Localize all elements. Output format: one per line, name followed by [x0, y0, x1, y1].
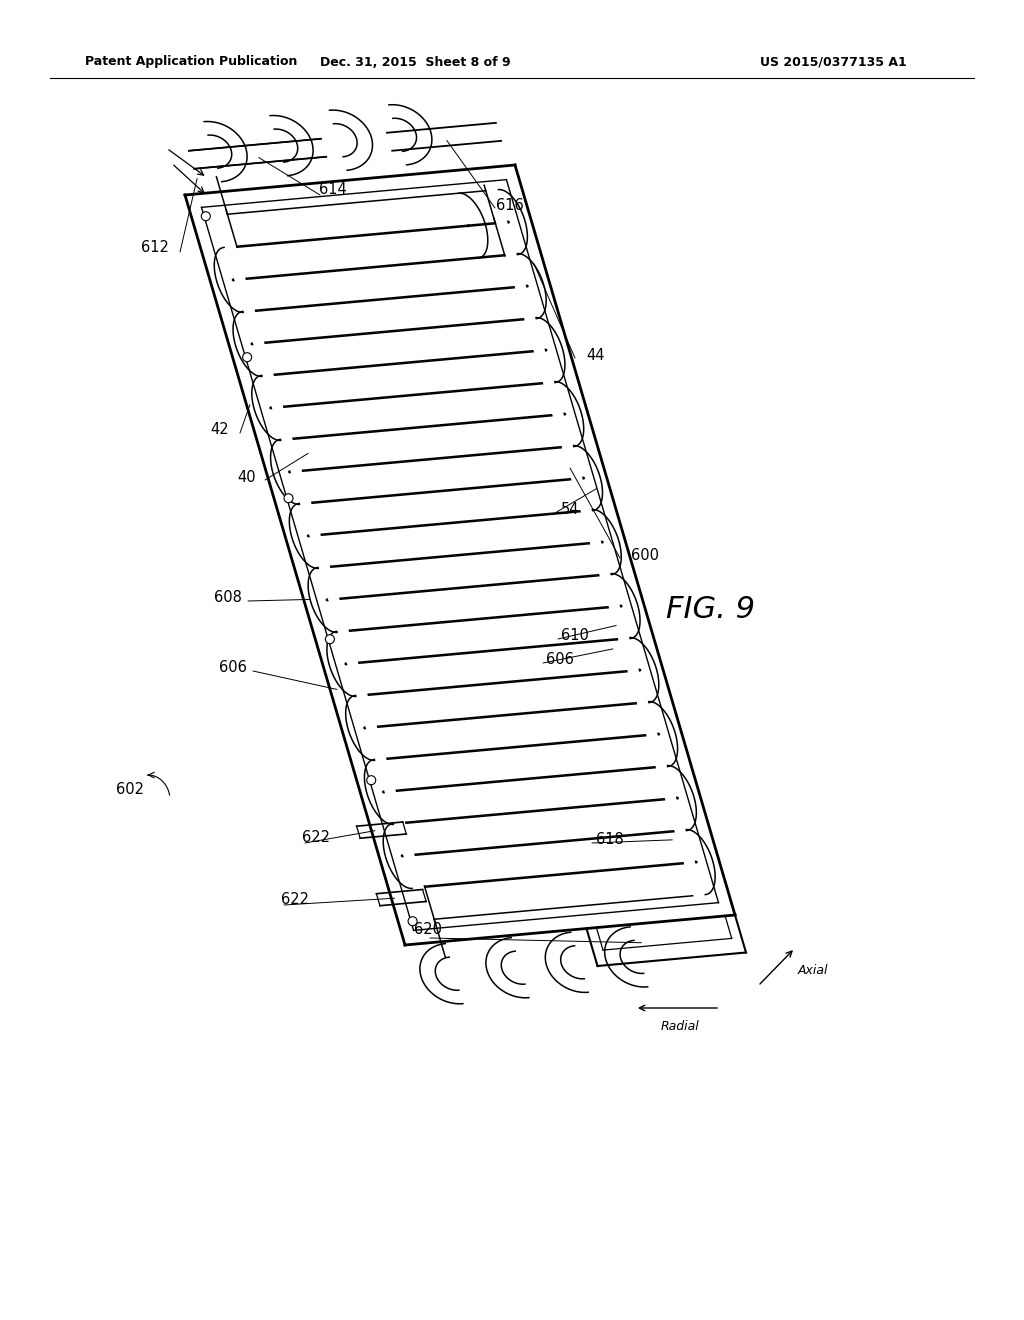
Text: Patent Application Publication: Patent Application Publication — [85, 55, 297, 69]
Text: 602: 602 — [116, 783, 144, 797]
Text: 608: 608 — [214, 590, 242, 606]
Text: 606: 606 — [219, 660, 247, 676]
Text: FIG. 9: FIG. 9 — [666, 595, 755, 624]
Circle shape — [202, 211, 210, 220]
Text: Dec. 31, 2015  Sheet 8 of 9: Dec. 31, 2015 Sheet 8 of 9 — [319, 55, 510, 69]
Circle shape — [284, 494, 293, 503]
Text: 44: 44 — [587, 347, 605, 363]
Text: 40: 40 — [238, 470, 256, 486]
Text: 42: 42 — [211, 422, 229, 437]
Text: Radial: Radial — [660, 1020, 699, 1034]
Text: 618: 618 — [596, 833, 624, 847]
Text: 612: 612 — [141, 240, 169, 256]
Text: Axial: Axial — [798, 964, 828, 977]
Text: 606: 606 — [546, 652, 573, 668]
Text: 622: 622 — [302, 830, 330, 846]
Circle shape — [243, 352, 252, 362]
Text: 620: 620 — [414, 923, 442, 937]
Circle shape — [367, 776, 376, 784]
Text: 600: 600 — [631, 548, 659, 562]
Text: 54: 54 — [561, 503, 580, 517]
Circle shape — [409, 916, 417, 925]
Text: 610: 610 — [561, 628, 589, 644]
Circle shape — [326, 635, 335, 644]
Text: US 2015/0377135 A1: US 2015/0377135 A1 — [760, 55, 906, 69]
Text: 614: 614 — [319, 182, 347, 198]
Text: 616: 616 — [496, 198, 524, 213]
Text: 622: 622 — [281, 892, 309, 908]
